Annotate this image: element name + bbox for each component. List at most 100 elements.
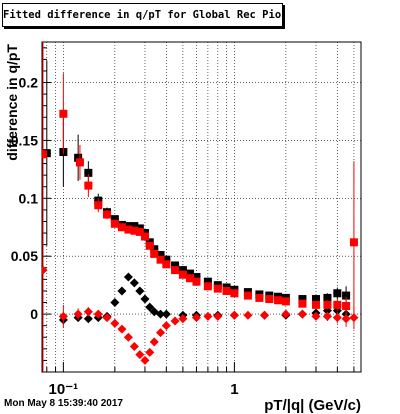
data-point-square bbox=[342, 302, 351, 310]
data-point-square bbox=[213, 284, 222, 293]
data-point-diamond bbox=[170, 316, 180, 326]
data-point-square bbox=[178, 266, 187, 275]
series-2 bbox=[42, 42, 358, 324]
data-point-diamond bbox=[73, 309, 83, 319]
y-tick-label: 0.05 bbox=[11, 248, 38, 264]
data-point-square bbox=[203, 277, 212, 286]
data-point-diamond bbox=[311, 311, 321, 321]
y-tick-label: 0.15 bbox=[11, 132, 38, 148]
data-point-square bbox=[171, 266, 180, 275]
data-point-square bbox=[94, 201, 103, 210]
data-point-square bbox=[84, 181, 93, 190]
data-point-square bbox=[156, 251, 165, 260]
data-point-diamond bbox=[129, 342, 139, 352]
data-point-diamond bbox=[191, 313, 201, 323]
data-point-diamond bbox=[42, 265, 48, 275]
data-point-square bbox=[140, 232, 149, 241]
data-point-square bbox=[185, 269, 194, 278]
data-point-diamond bbox=[213, 311, 223, 321]
data-point-diamond bbox=[341, 314, 351, 324]
data-point-square bbox=[349, 238, 358, 247]
data-point-diamond bbox=[332, 313, 342, 323]
data-point-square bbox=[103, 210, 112, 219]
y-tick-label: 0.1 bbox=[19, 190, 39, 206]
data-point-diamond bbox=[297, 309, 307, 319]
data-point-diamond bbox=[349, 313, 359, 323]
data-point-square bbox=[274, 296, 283, 305]
data-point-square bbox=[150, 249, 159, 258]
data-point-square bbox=[311, 295, 320, 304]
data-point-square bbox=[265, 295, 274, 304]
data-point-diamond bbox=[129, 278, 139, 288]
data-point-diamond bbox=[203, 311, 213, 321]
chart-title: Fitted difference in q/pT for Global Rec… bbox=[2, 3, 283, 27]
data-point-diamond bbox=[259, 310, 269, 320]
data-point-diamond bbox=[145, 302, 155, 312]
data-point-square bbox=[192, 277, 201, 286]
data-point-diamond bbox=[110, 318, 120, 328]
data-point-diamond bbox=[243, 310, 253, 320]
data-point-diamond bbox=[156, 309, 166, 319]
data-point-square bbox=[150, 245, 159, 254]
y-tick-label: 0.2 bbox=[19, 75, 39, 91]
data-point-square bbox=[135, 227, 144, 236]
series-3 bbox=[42, 131, 359, 372]
data-point-square bbox=[333, 289, 342, 298]
data-point-square bbox=[333, 300, 342, 309]
data-point-square bbox=[74, 153, 83, 162]
data-point-diamond bbox=[149, 337, 159, 347]
x-tick-label: 10⁻¹ bbox=[49, 381, 79, 398]
data-point-square bbox=[130, 222, 139, 231]
data-point-square bbox=[342, 291, 351, 300]
data-point-square bbox=[145, 241, 154, 250]
data-point-diamond bbox=[178, 314, 188, 324]
data-point-square bbox=[203, 282, 212, 291]
data-point-diamond bbox=[145, 347, 155, 357]
data-point-square bbox=[230, 289, 239, 298]
data-point-square bbox=[84, 168, 93, 177]
y-axis-label: difference in q/pT bbox=[4, 44, 20, 161]
data-point-diamond bbox=[117, 286, 127, 296]
x-tick-label: 1 bbox=[230, 381, 238, 398]
data-point-square bbox=[323, 300, 332, 309]
data-point-diamond bbox=[83, 307, 93, 317]
data-point-square bbox=[130, 226, 139, 235]
data-point-square bbox=[156, 255, 165, 264]
data-point-square bbox=[75, 158, 84, 167]
data-point-square bbox=[117, 223, 126, 232]
data-point-diamond bbox=[135, 286, 145, 296]
data-point-square bbox=[42, 150, 47, 159]
data-point-diamond bbox=[156, 328, 166, 338]
data-point-diamond bbox=[322, 311, 332, 321]
data-point-diamond bbox=[140, 355, 150, 365]
y-tick-label: 0 bbox=[30, 306, 38, 322]
data-point-square bbox=[124, 225, 133, 234]
data-point-square bbox=[222, 286, 231, 295]
data-point-diamond bbox=[161, 309, 171, 319]
data-point-diamond bbox=[123, 332, 133, 342]
data-point-diamond bbox=[135, 350, 145, 360]
data-point-diamond bbox=[117, 324, 127, 334]
data-point-square bbox=[171, 261, 180, 270]
data-point-square bbox=[281, 297, 290, 306]
data-point-diamond bbox=[110, 298, 120, 308]
data-point-square bbox=[298, 299, 307, 308]
data-point-square bbox=[178, 270, 187, 279]
plot-background bbox=[42, 42, 361, 372]
grid bbox=[42, 42, 361, 372]
data-point-square bbox=[298, 295, 307, 304]
timestamp: Mon May 8 15:39:40 2017 bbox=[4, 398, 123, 409]
data-point-diamond bbox=[140, 294, 150, 304]
data-point-diamond bbox=[229, 310, 239, 320]
data-point-square bbox=[110, 219, 119, 228]
data-point-square bbox=[185, 274, 194, 283]
data-point-diamond bbox=[102, 313, 112, 323]
data-point-diamond bbox=[281, 309, 291, 319]
x-axis-label: pT/|q| (GeV/c) bbox=[264, 397, 361, 414]
data-point-diamond bbox=[93, 309, 103, 319]
data-point-square bbox=[311, 300, 320, 309]
data-point-square bbox=[323, 293, 332, 302]
data-point-diamond bbox=[58, 311, 68, 321]
